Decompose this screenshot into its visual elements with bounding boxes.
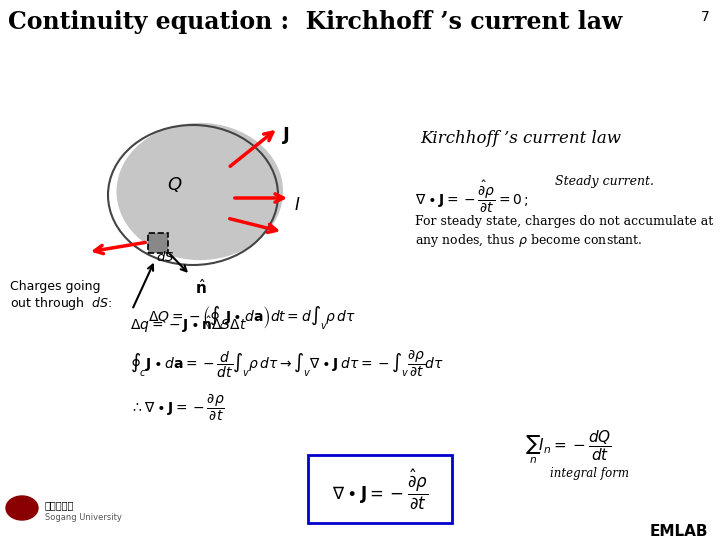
Ellipse shape <box>118 124 282 259</box>
Text: Continuity equation :  Kirchhoff ’s current law: Continuity equation : Kirchhoff ’s curre… <box>8 10 622 34</box>
Text: integral form: integral form <box>550 467 629 480</box>
Ellipse shape <box>123 129 276 254</box>
Text: $\oint_c \mathbf{J} \bullet d\mathbf{a} = -\dfrac{d}{dt}\int_v \rho \, d\tau \ri: $\oint_c \mathbf{J} \bullet d\mathbf{a} … <box>130 348 444 380</box>
Text: $dS$: $dS$ <box>156 250 174 264</box>
Text: Steady current.: Steady current. <box>555 175 654 188</box>
FancyBboxPatch shape <box>148 233 168 253</box>
Text: any nodes, thus $\rho$ become constant.: any nodes, thus $\rho$ become constant. <box>415 232 643 249</box>
Ellipse shape <box>128 133 271 251</box>
Text: EMLAB: EMLAB <box>649 524 708 539</box>
Text: Sogang University: Sogang University <box>45 513 122 522</box>
Text: $I$: $I$ <box>294 196 300 214</box>
Text: $\hat{\mathbf{n}}$: $\hat{\mathbf{n}}$ <box>195 278 207 297</box>
Text: $Q$: $Q$ <box>167 175 183 194</box>
Text: $\nabla \bullet \mathbf{J} = -\dfrac{\hat{\partial}\rho}{\partial t} = 0\,;$: $\nabla \bullet \mathbf{J} = -\dfrac{\ha… <box>415 178 528 214</box>
FancyBboxPatch shape <box>308 455 452 523</box>
Ellipse shape <box>125 130 274 253</box>
Circle shape <box>6 496 38 520</box>
Ellipse shape <box>120 126 279 257</box>
Text: $\Delta Q = -\left(\oint_c \mathbf{J} \bullet d\mathbf{a}\right)dt = d\int_v \rh: $\Delta Q = -\left(\oint_c \mathbf{J} \b… <box>148 305 356 332</box>
Text: $\nabla \bullet \mathbf{J} = -\dfrac{\hat{\partial}\rho}{\partial t}$: $\nabla \bullet \mathbf{J} = -\dfrac{\ha… <box>332 467 428 511</box>
Text: 7: 7 <box>701 10 710 24</box>
Text: For steady state, charges do not accumulate at: For steady state, charges do not accumul… <box>415 215 714 228</box>
Ellipse shape <box>117 123 283 260</box>
Text: $\Delta q = -\mathbf{J} \bullet \hat{\mathbf{n}} \Delta S \Delta t$: $\Delta q = -\mathbf{J} \bullet \hat{\ma… <box>130 315 247 335</box>
Ellipse shape <box>127 131 273 252</box>
Ellipse shape <box>122 127 278 256</box>
Text: differential form: differential form <box>330 467 429 480</box>
Text: Charges going: Charges going <box>10 280 101 293</box>
Text: Kirchhoff ’s current law: Kirchhoff ’s current law <box>420 130 621 147</box>
Text: $\therefore \nabla \bullet \mathbf{J} = -\dfrac{\partial \rho}{\partial t}$: $\therefore \nabla \bullet \mathbf{J} = … <box>130 392 225 423</box>
Text: $\mathbf{J}$: $\mathbf{J}$ <box>282 125 290 146</box>
Text: out through  $dS$:: out through $dS$: <box>10 295 112 312</box>
Text: $\sum_n I_n = -\dfrac{dQ}{dt}$: $\sum_n I_n = -\dfrac{dQ}{dt}$ <box>525 428 612 466</box>
Text: 서강대학교: 서강대학교 <box>45 500 74 510</box>
